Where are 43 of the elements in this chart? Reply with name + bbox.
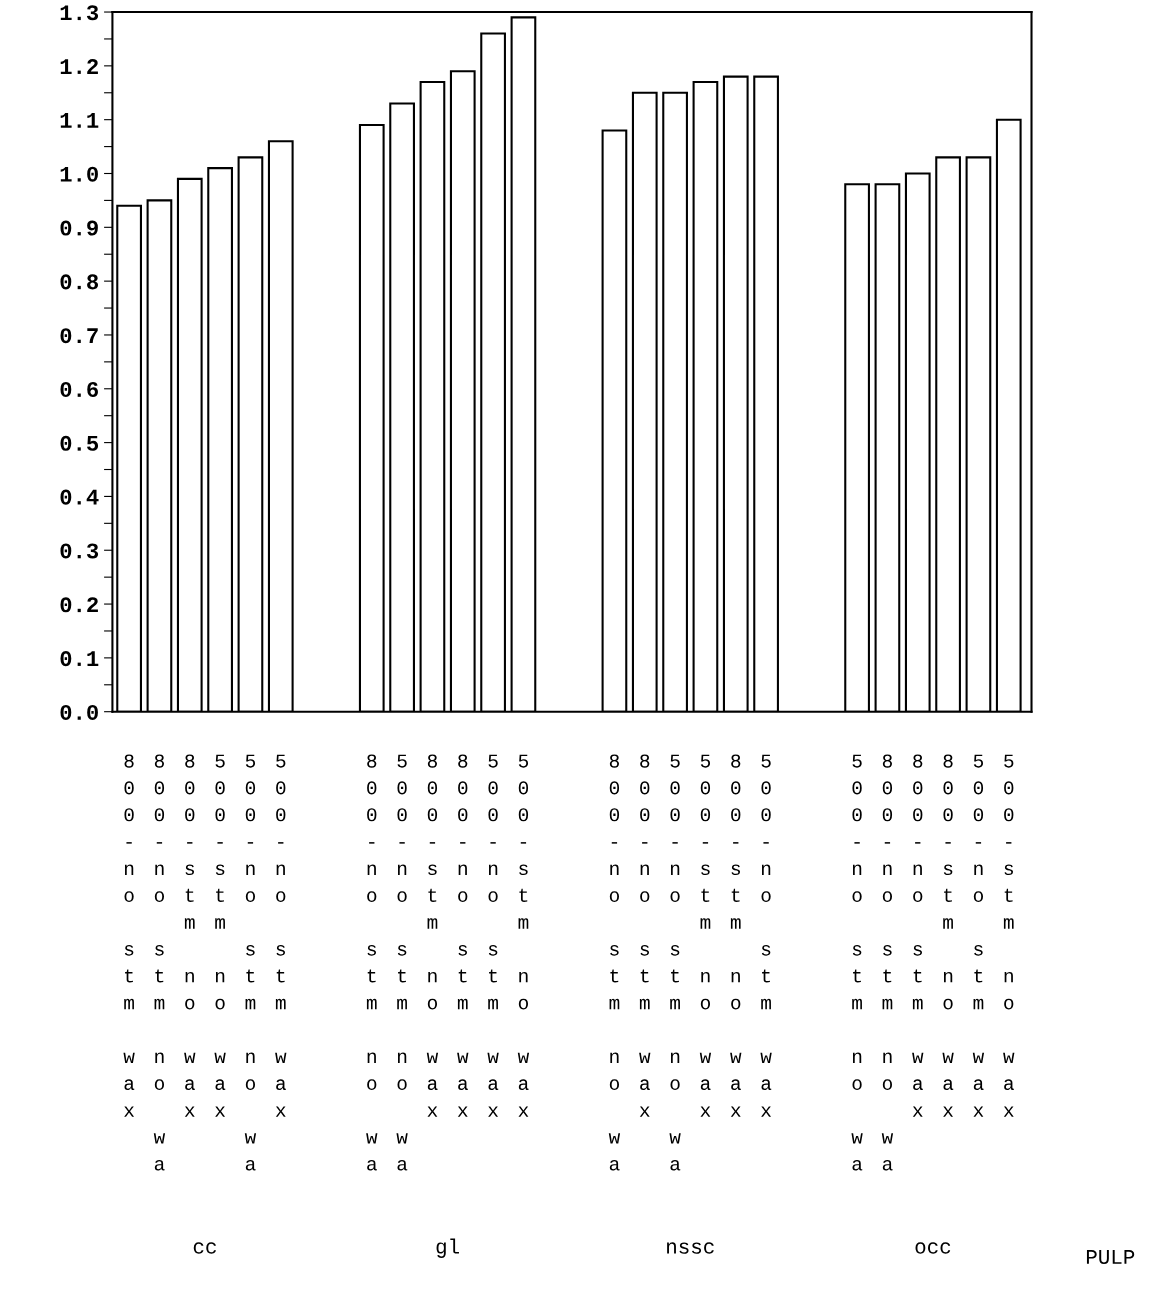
category-label: 500-no stm no wa [396,754,408,1171]
y-tick-label: 0.2 [60,597,98,613]
y-tick-label: 0.1 [60,651,99,667]
category-label: 500-stm no wax [699,754,712,1117]
y-tick-label: 0.4 [60,489,99,505]
category-label: 500-no stm no wa [244,754,257,1171]
category-label: 500-no stm no wa [851,754,863,1171]
category-label: 800-stm no wax [426,754,439,1117]
text: nssc [667,1242,714,1254]
category-label: 500-stm no wax [1003,754,1015,1117]
y-tick-label: 1.3 [60,5,99,21]
category-label: 500-no stm no wa [669,754,681,1171]
text: occ [915,1242,951,1254]
text: cc [193,1242,216,1254]
category-label: 800-no stm no wa [608,754,621,1171]
category-label: 500-stm no wax [517,754,530,1117]
category-label: 500-no stm wax [487,754,499,1117]
category-label: 800-no stm wax [457,754,469,1117]
category-label: 800-no stm wax [912,754,924,1117]
y-tick-label: 0.0 [60,704,98,720]
y-tick-label: 1.2 [60,59,98,74]
category-label: 800-no stm wax [123,754,135,1117]
y-tick-label: 0.8 [60,274,99,290]
category-label: 800-no stm no wa [881,754,894,1171]
category-label: 800-stm no wax [942,754,954,1117]
y-tick-label: 0.9 [60,220,98,236]
category-label: 800-no stm wax [639,754,651,1117]
category-label: 800-stm no wax [184,754,196,1117]
text: gl [436,1238,459,1258]
category-label: 800-no stm no wa [366,754,378,1171]
category-label: 500-stm no wax [214,754,226,1117]
category-label: 500-no stm wax [972,754,985,1117]
y-tick-label: 1.0 [60,166,98,182]
category-label: 800-no stm no wa [153,754,166,1171]
category-label: 500-no stm wax [760,754,772,1117]
category-label: 800-stm no wax [730,754,742,1117]
y-tick-label: 1.1 [60,113,99,128]
y-tick-label: 0.3 [60,543,99,559]
y-tick-label: 0.7 [60,328,98,344]
y-tick-label: 0.6 [60,381,98,398]
category-label: 500-no stm wax [275,754,287,1117]
text: PULP [1086,1250,1135,1264]
y-tick-label: 0.5 [60,435,99,451]
